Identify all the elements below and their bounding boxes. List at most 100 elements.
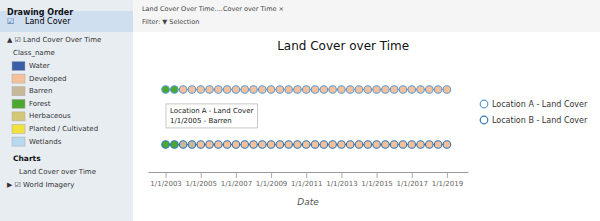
x-tick-label: 1/1/2019 <box>432 180 463 188</box>
dot <box>329 141 337 149</box>
dot <box>232 86 240 94</box>
tooltip-line: Location A - Land Cover <box>170 107 254 115</box>
class-swatch <box>12 74 25 83</box>
class-swatch <box>12 125 25 134</box>
x-tick-mark <box>271 172 272 178</box>
dot <box>215 141 223 149</box>
basemap-entry: ▶ ☑ World Imagery <box>7 181 74 189</box>
dot <box>267 86 275 94</box>
x-axis: 1/1/20031/1/20051/1/20071/1/20091/1/2011… <box>149 172 469 188</box>
dot <box>408 141 416 149</box>
legend-marker <box>480 116 488 124</box>
dot <box>223 141 231 149</box>
dot <box>346 86 354 94</box>
tab-label: Land Cover Over Time....Cover over Time … <box>142 5 284 13</box>
x-tick-mark <box>201 172 202 178</box>
dot <box>390 86 398 94</box>
x-tick-mark <box>236 172 237 178</box>
dot <box>355 86 363 94</box>
dot <box>399 86 407 94</box>
dot <box>250 86 258 94</box>
x-tick-mark <box>306 172 307 178</box>
x-tick: 1/1/2007 <box>221 172 252 188</box>
x-tick-label: 1/1/2017 <box>397 180 428 188</box>
x-tick-label: 1/1/2005 <box>186 180 217 188</box>
dot <box>276 86 284 94</box>
x-tick-mark <box>377 172 378 178</box>
dot <box>364 86 372 94</box>
class-swatch <box>12 99 25 108</box>
dot <box>355 141 363 149</box>
dot <box>206 86 214 94</box>
field-name: Class_name <box>13 49 55 57</box>
tooltip-box <box>166 104 258 128</box>
dot <box>302 141 310 149</box>
x-tick-label: 1/1/2003 <box>150 180 181 188</box>
class-swatch <box>12 87 25 96</box>
dot <box>338 141 346 149</box>
dot <box>197 86 205 94</box>
class-label: Planted / Cultivated <box>29 125 98 133</box>
x-tick: 1/1/2009 <box>256 172 287 188</box>
dot <box>320 141 328 149</box>
x-tick: 1/1/2003 <box>150 172 181 188</box>
dot <box>426 141 434 149</box>
dot <box>364 141 372 149</box>
dot <box>188 86 196 94</box>
dot <box>302 86 310 94</box>
dot <box>294 141 302 149</box>
dot <box>329 86 337 94</box>
panel-title: Drawing Order <box>7 8 73 17</box>
dot <box>197 141 205 149</box>
x-tick-mark <box>447 172 448 178</box>
dot <box>399 141 407 149</box>
layer-checkbox: ☑ <box>7 17 14 26</box>
legend-label: Location B - Land Cover <box>492 116 588 125</box>
x-tick-mark <box>412 172 413 178</box>
dot <box>258 141 266 149</box>
dot <box>434 141 442 149</box>
dot <box>171 141 179 149</box>
legend: Location A - Land Cover Location B - Land… <box>480 100 588 125</box>
class-label: Wetlands <box>29 138 62 146</box>
dot <box>285 141 293 149</box>
dot <box>215 86 223 94</box>
legend-marker <box>480 100 488 108</box>
dot <box>426 86 434 94</box>
dot <box>294 86 302 94</box>
plot-marks <box>162 86 451 149</box>
x-tick-label: 1/1/2009 <box>256 180 287 188</box>
dot <box>241 141 249 149</box>
x-tick: 1/1/2005 <box>186 172 217 188</box>
x-tick: 1/1/2017 <box>397 172 428 188</box>
dot <box>258 86 266 94</box>
charts-heading: Charts <box>13 154 41 163</box>
x-tick-label: 1/1/2015 <box>361 180 392 188</box>
dot <box>443 141 451 149</box>
dot <box>346 141 354 149</box>
tooltip: Location A - Land Cover 1/1/2005 - Barren <box>166 104 258 128</box>
chart-title: Land Cover over Time <box>277 39 409 53</box>
dot <box>241 86 249 94</box>
class-legend: WaterDevelopedBarrenForestHerbaceousPlan… <box>12 62 98 147</box>
class-swatch <box>12 112 25 121</box>
dot <box>223 86 231 94</box>
toolbar <box>133 0 600 32</box>
dot <box>443 86 451 94</box>
tooltip-line: 1/1/2005 - Barren <box>170 117 232 125</box>
dot <box>232 141 240 149</box>
dot <box>390 141 398 149</box>
legend-label: Location A - Land Cover <box>492 100 588 109</box>
dot <box>382 86 390 94</box>
class-label: Forest <box>29 100 51 108</box>
dot <box>320 86 328 94</box>
dot <box>179 86 187 94</box>
dot <box>267 141 275 149</box>
x-tick-mark <box>166 172 167 178</box>
x-tick: 1/1/2015 <box>361 172 392 188</box>
dot <box>179 141 187 149</box>
x-axis-line <box>149 172 469 173</box>
dot <box>311 141 319 149</box>
dot <box>162 86 170 94</box>
dot <box>171 86 179 94</box>
